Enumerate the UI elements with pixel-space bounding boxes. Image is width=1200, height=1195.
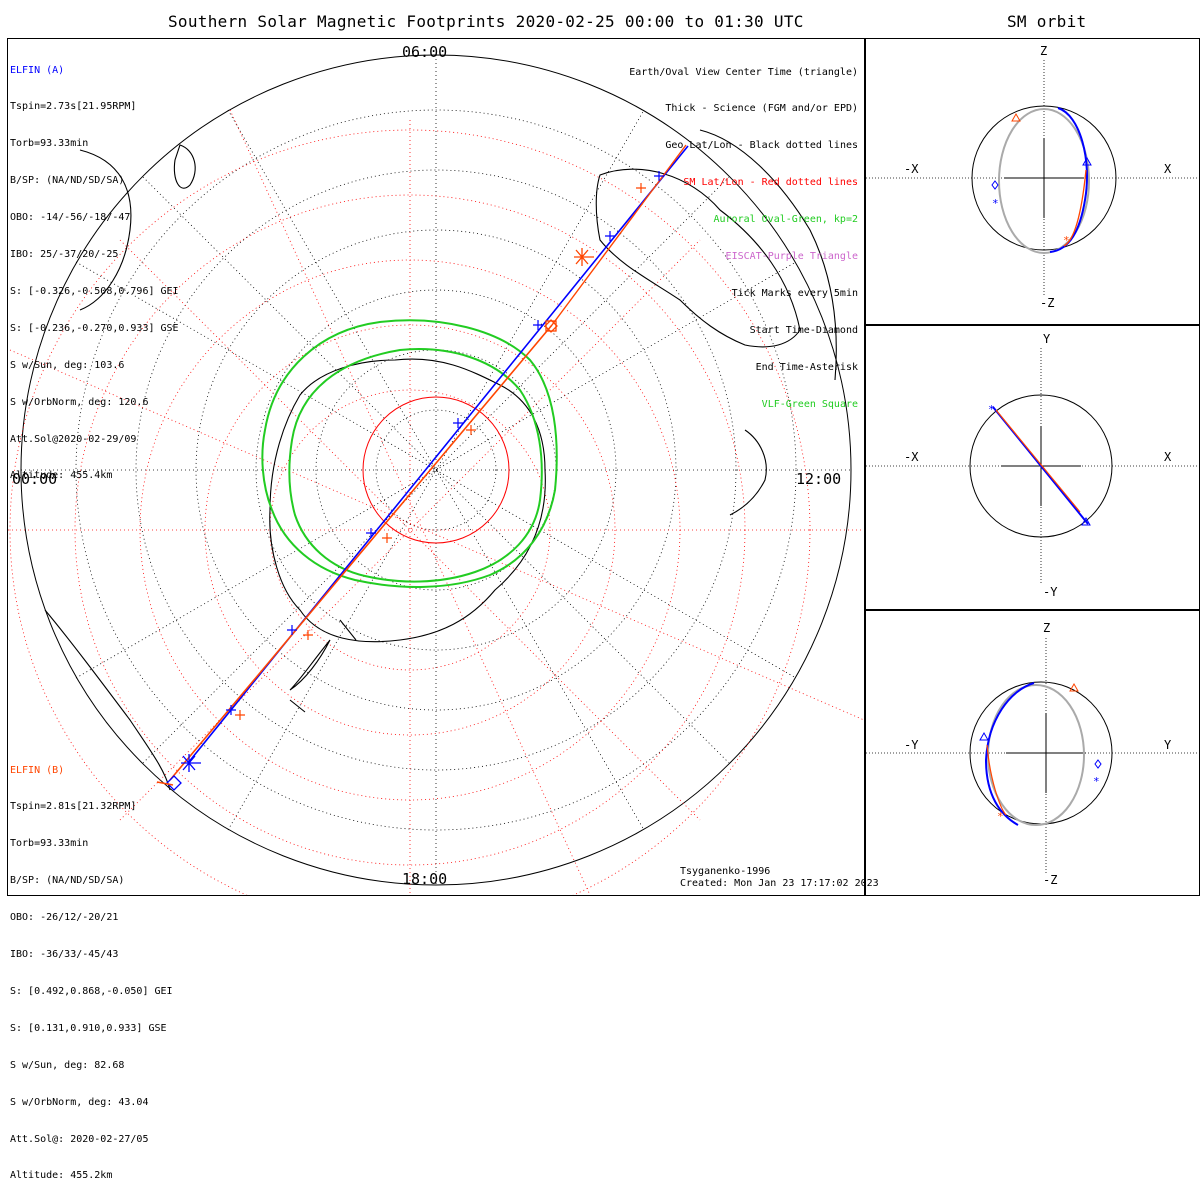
elfin-a-line: Tspin=2.73s[21.95RPM] <box>10 101 137 113</box>
orbit-xy-bottom: -Y <box>1043 585 1058 599</box>
map-title: Southern Solar Magnetic Footprints 2020-… <box>168 12 804 31</box>
elfin-a-line: S: [-0.236,-0.270,0.933] GSE <box>10 322 179 334</box>
elfin-b-end-asterisk <box>574 248 594 266</box>
legend-entry: Start Time-Diamond <box>749 324 858 336</box>
orbit-yz-right: Y <box>1164 738 1172 752</box>
elfin-b-line: Tspin=2.81s[21.32RPM] <box>10 801 137 813</box>
africa-coast <box>79 149 132 311</box>
start-diamonds <box>166 319 558 791</box>
elfin-a-line: IBO: 25/-37/20/-25 <box>10 249 119 261</box>
elfin-b-line: S w/Sun, deg: 82.68 <box>10 1059 125 1071</box>
orbit-xy-left: -X <box>904 450 919 464</box>
orbit-xz: * * <box>866 60 1198 295</box>
elfin-b-line: IBO: -36/33/-45/43 <box>10 949 119 961</box>
elfin-b-line: S: [0.492,0.868,-0.050] GEI <box>10 985 173 997</box>
legend-entry: VLF-Green Square <box>761 398 858 410</box>
footer-model: Tsyganenko-1996 <box>680 866 771 877</box>
orbit-xy-top: Y <box>1043 332 1051 346</box>
elfin-a-info: ELFIN (A) Tspin=2.73s[21.95RPM] Torb=93.… <box>10 40 179 495</box>
elfin-b-line: S: [0.131,0.910,0.933] GSE <box>10 1022 167 1034</box>
legend-entry: Auroral Oval-Green, kp=2 <box>713 214 859 226</box>
elfin-b-line: Att.Sol@: 2020-02-27/05 <box>10 1133 149 1145</box>
continents <box>44 129 837 791</box>
map-frame <box>7 38 865 896</box>
antarctica-coast <box>269 358 546 643</box>
islands <box>289 619 357 713</box>
elfin-a-line: S w/OrbNorm, deg: 120.6 <box>10 396 149 408</box>
elfin-b-line: B/SP: (NA/ND/SD/SA) <box>10 875 125 887</box>
sm-pole-circle <box>362 396 510 544</box>
elfin-b-line: OBO: -26/12/-20/21 <box>10 912 119 924</box>
new-guinea-coast <box>699 129 837 381</box>
elfin-b-line: Torb=93.33min <box>10 838 89 850</box>
end-asterisks <box>181 248 594 772</box>
elfin-b-line: S w/OrbNorm, deg: 43.04 <box>10 1096 149 1108</box>
map-legend: Earth/Oval View Center Time (triangle) T… <box>629 42 858 423</box>
antarctic-peninsula <box>289 639 331 691</box>
figure-canvas: * * * * * <box>8 54 1198 895</box>
hour-label-bottom: 18:00 <box>402 870 448 888</box>
orbit-xy-right: X <box>1164 450 1172 464</box>
elfin-a-end-asterisk <box>181 754 201 772</box>
orbit-title: SM orbit <box>1007 12 1087 31</box>
hour-label-left: 00:00 <box>12 470 58 488</box>
polar-map <box>8 54 864 895</box>
australia-coast <box>595 168 801 348</box>
auroral-oval-inner <box>288 348 543 583</box>
legend-entry: Geo Lat/Lon - Black dotted lines <box>665 140 858 152</box>
orbit-yz-left: -Y <box>904 738 919 752</box>
elfin-b-info: ELFIN (B) Tspin=2.81s[21.32RPM] Torb=93.… <box>10 740 173 1195</box>
svg-text:*: * <box>1063 234 1070 247</box>
elfin-a-ticks <box>226 171 664 715</box>
svg-text:*: * <box>988 403 995 416</box>
legend-entry: Earth/Oval View Center Time (triangle) <box>629 66 858 78</box>
orbit-yz-bottom: -Z <box>1043 873 1058 887</box>
elfin-a-line: B/SP: (NA/ND/SD/SA) <box>10 175 125 187</box>
elfin-a-start-diamond <box>166 775 182 791</box>
orbit-yz-top: Z <box>1043 621 1051 635</box>
hour-label-right: 12:00 <box>796 470 842 488</box>
orbit-xz-top: Z <box>1040 44 1048 58</box>
footer-created: Created: Mon Jan 23 17:17:02 2023 <box>680 878 879 889</box>
new-zealand <box>729 429 767 516</box>
elfin-a-line: S: [-0.326,-0.508,0.796] GEI <box>10 285 179 297</box>
legend-entry: Thick - Science (FGM and/or EPD) <box>665 103 858 115</box>
legend-entry: EISCAT-Purple Triangle <box>725 251 858 263</box>
elfin-a-line: OBO: -14/-56/-18/-47 <box>10 212 131 224</box>
legend-entry: Tick Marks every 5min <box>731 287 858 299</box>
elfin-a-line: Altitude: 455.4km <box>10 470 113 482</box>
svg-text:*: * <box>997 810 1004 823</box>
elfin-b-track-lower <box>169 324 553 781</box>
legend-entry: SM Lat/Lon - Red dotted lines <box>683 177 858 189</box>
elfin-a-line: Torb=93.33min <box>10 138 89 150</box>
elfin-b-track-tail <box>156 781 174 786</box>
madagascar <box>173 144 196 189</box>
orbit-xz-right: X <box>1164 162 1172 176</box>
elfin-b-ticks <box>235 183 646 720</box>
vlf-square <box>545 320 557 332</box>
elfin-b-line: Altitude: 455.2km <box>10 1170 113 1182</box>
auroral-oval-outer <box>261 319 558 588</box>
svg-text:*: * <box>1093 775 1100 788</box>
hour-label-top: 06:00 <box>402 43 448 61</box>
orbit-xz-bottom: -Z <box>1040 296 1055 310</box>
elfin-a-line: Att.Sol@2020-02-29/09 <box>10 433 137 445</box>
svg-text:*: * <box>992 197 999 210</box>
elfin-b-track-upper <box>551 144 687 326</box>
elfin-b-name: ELFIN (B) <box>10 764 65 776</box>
south-america-coast <box>44 609 171 791</box>
legend-entry: End Time-Asterisk <box>755 361 858 373</box>
elfin-a-line: S w/Sun, deg: 103.6 <box>10 359 125 371</box>
orbit-yz: * * <box>866 638 1198 875</box>
elfin-b-start-diamond <box>544 319 558 333</box>
elfin-a-name: ELFIN (A) <box>10 64 65 76</box>
orbit-xz-left: -X <box>904 162 919 176</box>
orbit-xy: * <box>866 348 1198 585</box>
